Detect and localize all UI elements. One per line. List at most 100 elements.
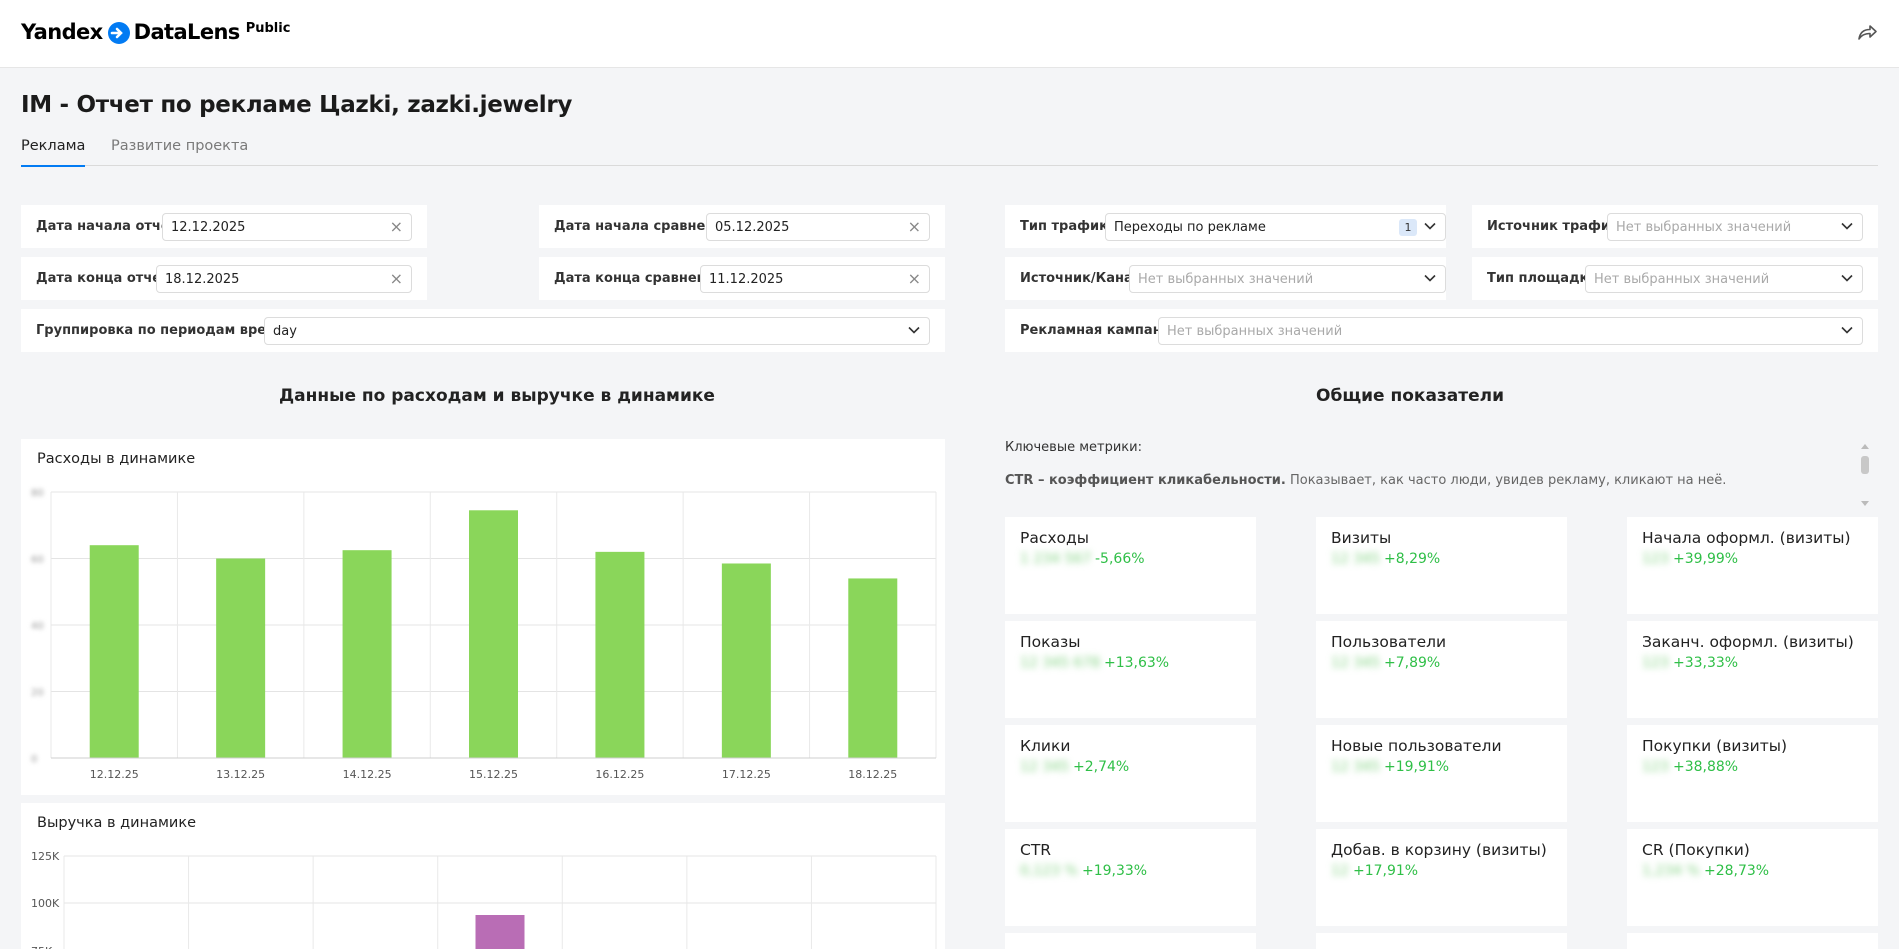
filter-report-start: Дата начала отчета 12.12.2025 × xyxy=(21,205,427,248)
metric-value: 12 345 678 xyxy=(1020,655,1101,671)
metric-delta: +38,88% xyxy=(1673,759,1739,775)
metric-card: Пользователи 12 345 +7,89% xyxy=(1316,621,1567,718)
clear-icon[interactable]: × xyxy=(389,217,403,236)
top-bar: Yandex DataLens Public xyxy=(0,0,1899,68)
metric-card: Показы 12 345 678 +13,63% xyxy=(1005,621,1256,718)
clear-icon[interactable]: × xyxy=(389,269,403,288)
expense-bar xyxy=(216,558,266,758)
filter-campaign: Рекламная кампания Нет выбранных значени… xyxy=(1005,309,1878,352)
x-tick-label: 16.12.25 xyxy=(595,768,644,781)
public-badge: Public xyxy=(245,21,291,36)
revenue-chart: Выручка в динамике 125K 100K 75K xyxy=(21,803,945,949)
expense-bar xyxy=(721,563,771,758)
metric-delta: +19,33% xyxy=(1082,863,1148,879)
y-tick-label: 100K xyxy=(31,897,60,910)
filter-report-end: Дата конца отчета 18.12.2025 × xyxy=(21,257,427,300)
clear-icon[interactable]: × xyxy=(907,217,921,236)
report-start-input[interactable]: 12.12.2025 × xyxy=(162,213,412,241)
ctr-definition-title: CTR – коэффициент кликабельности. xyxy=(1005,473,1286,488)
traffic-source-placeholder: Нет выбранных значений xyxy=(1616,220,1792,235)
filter-grouping: Группировка по периодам времени day xyxy=(21,309,945,352)
metric-name: Покупки (визиты) xyxy=(1642,737,1788,755)
metric-name: CR (Покупки) xyxy=(1642,841,1750,859)
traffic-type-label: Тип трафика xyxy=(1020,219,1117,234)
key-metrics-scrollbar[interactable] xyxy=(1858,441,1872,509)
metric-delta: +19,91% xyxy=(1384,759,1450,775)
tab-project-development[interactable]: Развитие проекта xyxy=(111,138,249,154)
filter-compare-end: Дата конца сравнения 11.12.2025 × xyxy=(539,257,945,300)
campaign-select[interactable]: Нет выбранных значений xyxy=(1158,317,1863,345)
metric-card: Клики 12 345 +2,74% xyxy=(1005,725,1256,822)
revenue-bar xyxy=(475,915,525,949)
tab-advertising[interactable]: Реклама xyxy=(21,138,86,167)
metric-value: 0,123 % xyxy=(1020,863,1078,879)
metric-name: Заканч. оформл. (визиты) xyxy=(1642,633,1854,651)
report-end-label: Дата конца отчета xyxy=(36,271,178,286)
expense-bar xyxy=(89,545,139,758)
compare-end-input[interactable]: 11.12.2025 × xyxy=(700,265,930,293)
metric-value: 12 345 xyxy=(1331,759,1380,775)
x-tick-label: 15.12.25 xyxy=(469,768,518,781)
report-start-value: 12.12.2025 xyxy=(171,220,246,235)
metric-value: 123 xyxy=(1642,655,1669,671)
source-channel-label: Источник/Канал xyxy=(1020,271,1143,286)
expense-bar xyxy=(469,510,518,758)
platform-type-select[interactable]: Нет выбранных значений xyxy=(1585,265,1863,293)
metric-value: 123 xyxy=(1642,551,1669,567)
metric-delta: +13,63% xyxy=(1104,655,1170,671)
metric-value: 12 345 xyxy=(1020,759,1069,775)
metric-delta: +2,74% xyxy=(1073,759,1130,775)
metric-card: Покупки (визиты) 123 +38,88% xyxy=(1627,725,1878,822)
metric-delta: +8,29% xyxy=(1384,551,1441,567)
tab-bar: Реклама Развитие проекта xyxy=(21,136,1878,167)
metric-card: Визиты 12 345 +8,29% xyxy=(1316,517,1567,614)
metric-delta: +28,73% xyxy=(1704,863,1770,879)
chevron-down-icon xyxy=(1841,274,1853,282)
filter-platform-type: Тип площадки Нет выбранных значений xyxy=(1472,257,1878,300)
traffic-source-select[interactable]: Нет выбранных значений xyxy=(1607,213,1863,241)
selected-count-badge: 1 xyxy=(1399,219,1417,236)
share-icon[interactable] xyxy=(1855,20,1879,44)
compare-end-value: 11.12.2025 xyxy=(709,272,784,287)
y-tick-label: 0 xyxy=(31,754,37,765)
metric-name: CTR xyxy=(1020,841,1052,859)
clear-icon[interactable]: × xyxy=(907,269,921,288)
filter-source-channel: Источник/Канал Нет выбранных значений xyxy=(1005,257,1446,300)
metric-delta: +7,89% xyxy=(1384,655,1441,671)
section-title-overview: Общие показатели xyxy=(1316,386,1505,406)
filter-traffic-source: Источник трафика Нет выбранных значений xyxy=(1472,205,1878,248)
key-metrics-heading: Ключевые метрики: xyxy=(1005,440,1142,455)
metric-name: Клики xyxy=(1020,737,1071,755)
chevron-down-icon xyxy=(1841,222,1853,230)
expense-bar xyxy=(342,550,392,758)
x-tick-label: 17.12.25 xyxy=(722,768,771,781)
grouping-value: day xyxy=(273,324,297,339)
metric-name: Расходы xyxy=(1020,529,1089,547)
platform-type-label: Тип площадки xyxy=(1487,271,1598,286)
metric-value: 12 345 xyxy=(1331,551,1380,567)
metric-card: Заканч. оформл. (визиты) 123 +33,33% xyxy=(1627,621,1878,718)
chevron-down-icon xyxy=(1841,326,1853,334)
metric-delta: +39,99% xyxy=(1673,551,1739,567)
compare-end-label: Дата конца сравнения xyxy=(554,271,724,286)
grouping-select[interactable]: day xyxy=(264,317,930,345)
metric-name: Показы xyxy=(1020,633,1081,651)
compare-start-input[interactable]: 05.12.2025 × xyxy=(706,213,930,241)
source-channel-select[interactable]: Нет выбранных значений xyxy=(1129,265,1446,293)
metric-name: Начала оформл. (визиты) xyxy=(1642,529,1851,547)
y-tick-label: 75K xyxy=(31,945,53,949)
chevron-down-icon xyxy=(1424,222,1436,230)
report-end-input[interactable]: 18.12.2025 × xyxy=(156,265,412,293)
metric-value: 12 xyxy=(1331,863,1349,879)
metric-value: 12 345 xyxy=(1331,655,1380,671)
traffic-type-select[interactable]: Переходы по рекламе 1 xyxy=(1105,213,1446,241)
app-logo[interactable]: Yandex DataLens Public xyxy=(21,20,290,45)
metric-card-partial xyxy=(1316,933,1567,949)
metric-card: CR (Покупки) 1,234 % +28,73% xyxy=(1627,829,1878,926)
logo-datalens-text: DataLens xyxy=(133,20,241,44)
report-start-label: Дата начала отчета xyxy=(36,219,186,234)
expenses-chart: Расходы в динамике 0 20 40 60 80 12.12.25 13.1… xyxy=(21,439,945,795)
metric-delta: +33,33% xyxy=(1673,655,1739,671)
metric-card: CTR 0,123 % +19,33% xyxy=(1005,829,1256,926)
metric-card-partial xyxy=(1627,933,1878,949)
